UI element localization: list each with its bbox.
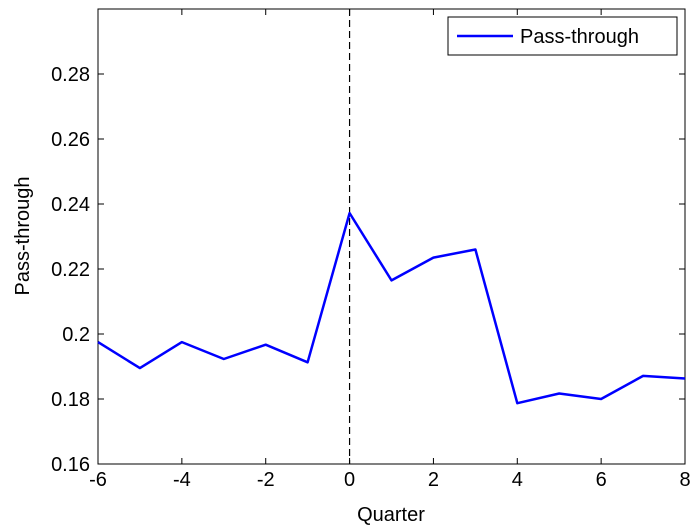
x-axis-ticks: -6 -4 -2 0 2 4 6 8 [89, 9, 691, 491]
y-tick-label: 0.26 [51, 129, 90, 151]
x-tick-label: 0 [344, 469, 355, 491]
y-tick-label: 0.28 [51, 64, 90, 86]
y-axis-ticks: 0.16 0.18 0.2 0.22 0.24 0.26 0.28 [51, 64, 685, 476]
legend: Pass-through [447, 16, 678, 56]
x-tick-label: -6 [89, 469, 107, 491]
y-tick-label: 0.18 [51, 389, 90, 411]
x-tick-label: -4 [173, 469, 191, 491]
y-axis-label: Pass-through [12, 177, 34, 296]
y-tick-label: 0.16 [51, 454, 90, 476]
plot-area [97, 8, 686, 465]
x-tick-label: 4 [512, 469, 523, 491]
y-tick-label: 0.24 [51, 194, 90, 216]
x-tick-label: 2 [428, 469, 439, 491]
x-tick-label: 8 [679, 469, 690, 491]
x-axis-label: Quarter [357, 504, 425, 526]
legend-label: Pass-through [520, 26, 639, 48]
series-group [97, 211, 686, 405]
x-tick-label: 6 [596, 469, 607, 491]
y-tick-label: 0.2 [62, 324, 90, 346]
x-tick-label: -2 [257, 469, 275, 491]
y-tick-label: 0.22 [51, 259, 90, 281]
series-line [97, 211, 686, 405]
